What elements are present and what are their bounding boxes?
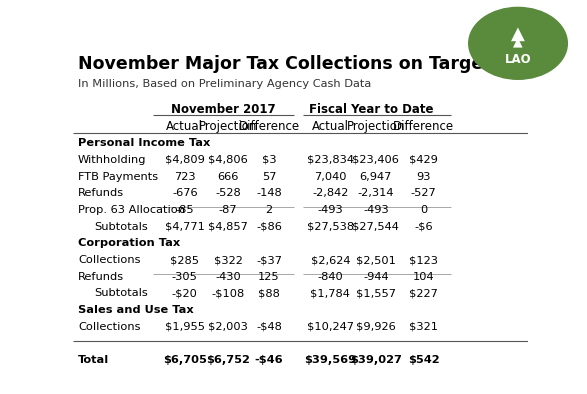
Text: Refunds: Refunds [78, 188, 124, 198]
Text: Fiscal Year to Date: Fiscal Year to Date [309, 103, 434, 116]
Text: $10,247: $10,247 [307, 322, 354, 332]
Point [291, 271, 298, 276]
Text: $88: $88 [258, 288, 280, 299]
Text: -840: -840 [318, 272, 343, 282]
Point [299, 204, 306, 209]
Text: $4,771: $4,771 [165, 222, 205, 232]
Text: $542: $542 [408, 355, 440, 365]
Text: November 2017: November 2017 [171, 103, 276, 116]
Text: $6,705: $6,705 [163, 355, 207, 365]
Text: $123: $123 [409, 255, 438, 265]
Point [291, 112, 298, 117]
Text: Total: Total [78, 355, 109, 365]
Text: 2: 2 [265, 205, 272, 215]
Text: 7,040: 7,040 [314, 172, 347, 182]
Point [150, 112, 157, 117]
Point [150, 204, 157, 209]
Text: $39,027: $39,027 [350, 355, 402, 365]
Text: $2,624: $2,624 [311, 255, 350, 265]
Point [447, 271, 454, 276]
Text: $1,955: $1,955 [165, 322, 205, 332]
Text: $4,809: $4,809 [165, 155, 205, 165]
Text: $2,501: $2,501 [356, 255, 396, 265]
Text: -$46: -$46 [255, 355, 284, 365]
Text: Personal Income Tax: Personal Income Tax [78, 138, 210, 148]
Text: Actual: Actual [312, 120, 349, 133]
Text: -85: -85 [176, 205, 194, 215]
Text: -528: -528 [215, 188, 241, 198]
Text: Projection: Projection [347, 120, 405, 133]
Text: $3: $3 [262, 155, 276, 165]
Text: $27,544: $27,544 [352, 222, 399, 232]
Text: LAO: LAO [505, 53, 531, 66]
Text: November Major Tax Collections on Target: November Major Tax Collections on Target [78, 55, 491, 73]
Text: $4,857: $4,857 [208, 222, 248, 232]
Point [291, 204, 298, 209]
Text: Difference: Difference [393, 120, 454, 133]
Text: -87: -87 [219, 205, 237, 215]
Text: -$48: -$48 [256, 322, 282, 332]
Text: $1,557: $1,557 [356, 288, 396, 299]
Text: In Millions, Based on Preliminary Agency Cash Data: In Millions, Based on Preliminary Agency… [78, 79, 371, 89]
Text: Prop. 63 Allocation: Prop. 63 Allocation [78, 205, 185, 215]
Text: Refunds: Refunds [78, 272, 124, 282]
Text: FTB Payments: FTB Payments [78, 172, 158, 182]
Circle shape [469, 7, 567, 79]
Text: -$37: -$37 [256, 255, 282, 265]
Text: Subtotals: Subtotals [94, 288, 147, 299]
Text: ▲: ▲ [513, 35, 523, 48]
Text: $429: $429 [409, 155, 438, 165]
Text: -493: -493 [318, 205, 343, 215]
Text: 93: 93 [416, 172, 431, 182]
Text: Sales and Use Tax: Sales and Use Tax [78, 305, 194, 315]
Point [447, 204, 454, 209]
Text: 57: 57 [262, 172, 276, 182]
Text: Corporation Tax: Corporation Tax [78, 238, 180, 248]
Point [299, 112, 306, 117]
Text: $285: $285 [170, 255, 200, 265]
Text: -$86: -$86 [256, 222, 282, 232]
Text: Actual: Actual [166, 120, 203, 133]
Text: $27,538: $27,538 [307, 222, 354, 232]
Text: $23,406: $23,406 [352, 155, 399, 165]
Text: -944: -944 [363, 272, 389, 282]
Text: Subtotals: Subtotals [94, 222, 147, 232]
Text: Collections: Collections [78, 322, 140, 332]
Text: 666: 666 [217, 172, 239, 182]
Text: -2,842: -2,842 [312, 188, 349, 198]
Text: 723: 723 [174, 172, 195, 182]
Text: $321: $321 [409, 322, 438, 332]
Text: 6,947: 6,947 [360, 172, 392, 182]
Text: $39,569: $39,569 [304, 355, 356, 365]
Text: -430: -430 [215, 272, 241, 282]
Point [150, 271, 157, 276]
Point [447, 112, 454, 117]
Text: 104: 104 [413, 272, 434, 282]
Text: Difference: Difference [238, 120, 299, 133]
Text: Collections: Collections [78, 255, 140, 265]
Text: -$20: -$20 [172, 288, 198, 299]
Text: Projection: Projection [199, 120, 257, 133]
Text: $23,834: $23,834 [307, 155, 354, 165]
Text: -305: -305 [172, 272, 198, 282]
Text: $1,784: $1,784 [311, 288, 350, 299]
Text: 0: 0 [420, 205, 427, 215]
Text: -2,314: -2,314 [357, 188, 394, 198]
Text: -$6: -$6 [414, 222, 433, 232]
Text: -148: -148 [256, 188, 282, 198]
Text: -493: -493 [363, 205, 389, 215]
Text: 125: 125 [258, 272, 280, 282]
Text: Withholding: Withholding [78, 155, 146, 165]
Text: -$108: -$108 [211, 288, 245, 299]
Text: $2,003: $2,003 [208, 322, 248, 332]
Text: $6,752: $6,752 [206, 355, 250, 365]
Text: ▲: ▲ [511, 24, 525, 43]
Text: -676: -676 [172, 188, 198, 198]
Text: $9,926: $9,926 [356, 322, 396, 332]
Text: -527: -527 [411, 188, 437, 198]
Text: $322: $322 [214, 255, 242, 265]
Point [299, 271, 306, 276]
Text: $227: $227 [409, 288, 438, 299]
Text: $4,806: $4,806 [208, 155, 248, 165]
